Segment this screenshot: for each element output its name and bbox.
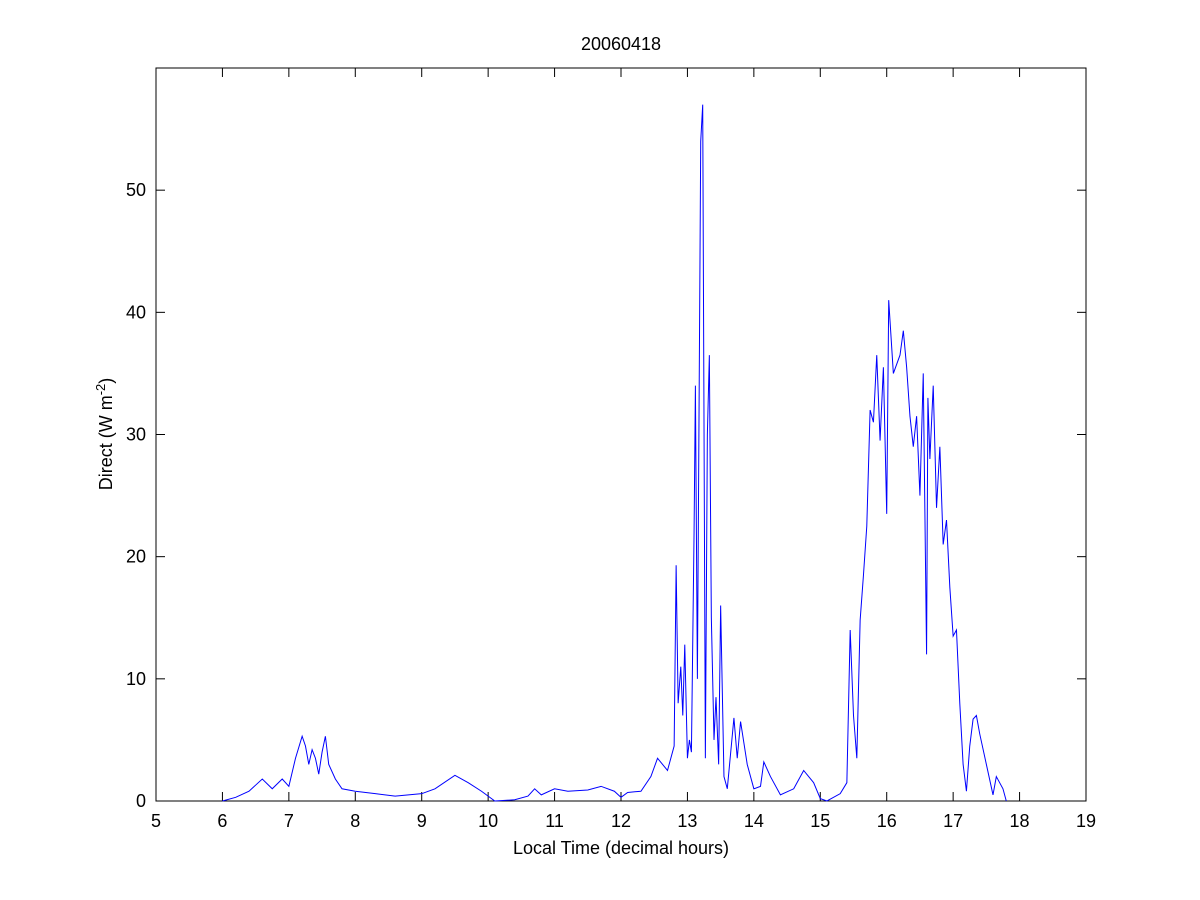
y-tick-label: 20: [126, 547, 146, 567]
y-axis-label-sup: -2: [93, 384, 108, 396]
plot-frame: [155, 67, 1087, 802]
x-tick-label: 17: [943, 811, 963, 831]
x-tick-label: 9: [417, 811, 427, 831]
x-tick-label: 18: [1010, 811, 1030, 831]
y-tick-label: 30: [126, 425, 146, 445]
y-tick-label: 10: [126, 669, 146, 689]
y-axis-label: Direct (W m-2): [93, 378, 116, 491]
y-tick-label: 40: [126, 302, 146, 322]
x-tick-label: 14: [744, 811, 764, 831]
x-tick-label: 15: [810, 811, 830, 831]
y-tick-label: 0: [136, 791, 146, 811]
chart-title: 20060418: [581, 34, 661, 54]
x-tick-label: 7: [284, 811, 294, 831]
x-tick-label: 10: [478, 811, 498, 831]
x-tick-label: 6: [217, 811, 227, 831]
x-tick-label: 8: [350, 811, 360, 831]
x-tick-label: 19: [1076, 811, 1096, 831]
y-axis-label-main: Direct (W m: [96, 395, 116, 490]
x-tick-label: 5: [151, 811, 161, 831]
x-axis-label: Local Time (decimal hours): [513, 838, 729, 858]
x-tick-label: 16: [877, 811, 897, 831]
x-tick-label: 13: [677, 811, 697, 831]
data-line: [222, 104, 1007, 802]
x-tick-label: 12: [611, 811, 631, 831]
x-tick-label: 11: [545, 811, 564, 831]
y-axis-label-end: ): [96, 378, 116, 384]
y-tick-label: 50: [126, 180, 146, 200]
